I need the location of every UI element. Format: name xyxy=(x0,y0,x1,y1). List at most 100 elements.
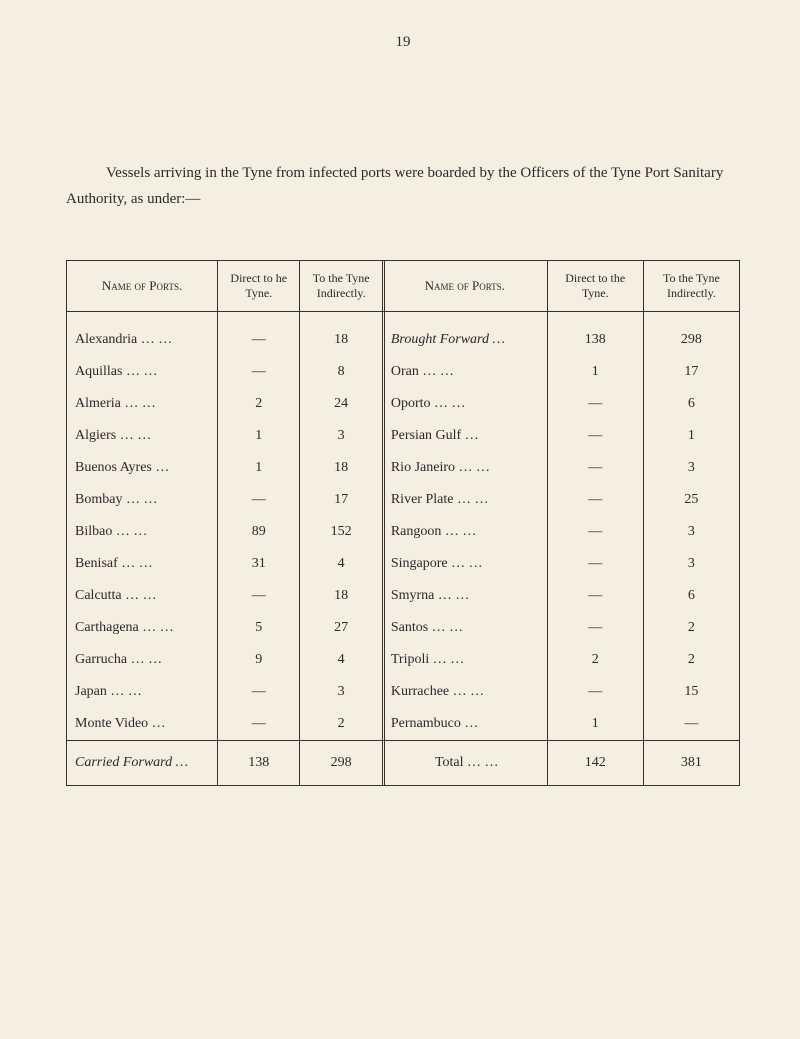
port-name-left: Bombay … … xyxy=(67,484,218,516)
direct-right: — xyxy=(547,420,643,452)
port-name-right: Oran … … xyxy=(382,356,547,388)
direct-left: 9 xyxy=(218,644,300,676)
port-name-left: Benisaf … … xyxy=(67,548,218,580)
port-name-left: Buenos Ayres … xyxy=(67,452,218,484)
indirect-left: 2 xyxy=(300,708,382,741)
table-header-row: Name of Ports. Direct to he Tyne. To the… xyxy=(67,261,740,312)
direct-left: — xyxy=(218,312,300,357)
port-name-right: Pernambuco … xyxy=(382,708,547,741)
indirect-right: 1 xyxy=(643,420,739,452)
port-name-right: River Plate … … xyxy=(382,484,547,516)
direct-right: — xyxy=(547,388,643,420)
intro-paragraph: Vessels arriving in the Tyne from infect… xyxy=(66,161,740,212)
table-row: Bilbao … … 89 152 Rangoon … … — 3 xyxy=(67,516,740,548)
table-row: Calcutta … … — 18 Smyrna … … — 6 xyxy=(67,580,740,612)
col-header-indirect-left: To the Tyne Indirectly. xyxy=(300,261,382,312)
port-name-right: Rio Janeiro … … xyxy=(382,452,547,484)
indirect-left: 18 xyxy=(300,312,382,357)
table-row: Japan … … — 3 Kurrachee … … — 15 xyxy=(67,676,740,708)
table-row: Aquillas … … — 8 Oran … … 1 17 xyxy=(67,356,740,388)
direct-left: 1 xyxy=(218,452,300,484)
direct-left: 2 xyxy=(218,388,300,420)
indirect-left: 24 xyxy=(300,388,382,420)
indirect-left: 152 xyxy=(300,516,382,548)
table-body: Alexandria … … — 18 Brought Forward … 13… xyxy=(67,312,740,786)
total-label: Total … … xyxy=(382,741,547,786)
indirect-left: 3 xyxy=(300,420,382,452)
col-header-direct-right: Direct to the Tyne. xyxy=(547,261,643,312)
direct-left: — xyxy=(218,708,300,741)
table-row: Buenos Ayres … 1 18 Rio Janeiro … … — 3 xyxy=(67,452,740,484)
port-name-right: Rangoon … … xyxy=(382,516,547,548)
indirect-right: 3 xyxy=(643,516,739,548)
direct-left: — xyxy=(218,580,300,612)
port-name-left: Almeria … … xyxy=(67,388,218,420)
direct-left: — xyxy=(218,484,300,516)
col-header-name-right: Name of Ports. xyxy=(382,261,547,312)
direct-left: 5 xyxy=(218,612,300,644)
table-row: Almeria … … 2 24 Oporto … … — 6 xyxy=(67,388,740,420)
total-direct: 142 xyxy=(547,741,643,786)
port-name-right: Persian Gulf … xyxy=(382,420,547,452)
indirect-right: 6 xyxy=(643,388,739,420)
port-name-right: Singapore … … xyxy=(382,548,547,580)
indirect-right: 2 xyxy=(643,612,739,644)
indirect-right: 25 xyxy=(643,484,739,516)
port-name-right: Brought Forward … xyxy=(382,312,547,357)
table-row: Benisaf … … 31 4 Singapore … … — 3 xyxy=(67,548,740,580)
indirect-right: 6 xyxy=(643,580,739,612)
port-name-left: Garrucha … … xyxy=(67,644,218,676)
col-header-name-left: Name of Ports. xyxy=(67,261,218,312)
indirect-left: 18 xyxy=(300,452,382,484)
direct-left: 31 xyxy=(218,548,300,580)
port-name-left: Carthagena … … xyxy=(67,612,218,644)
direct-right: — xyxy=(547,612,643,644)
indirect-left: 27 xyxy=(300,612,382,644)
indirect-right: 15 xyxy=(643,676,739,708)
port-name-left: Calcutta … … xyxy=(67,580,218,612)
direct-right: 1 xyxy=(547,356,643,388)
ports-table: Name of Ports. Direct to he Tyne. To the… xyxy=(66,260,740,786)
page-number: 19 xyxy=(66,34,740,51)
direct-right: — xyxy=(547,516,643,548)
indirect-left: 18 xyxy=(300,580,382,612)
table-row: Monte Video … — 2 Pernambuco … 1 — xyxy=(67,708,740,741)
indirect-left: 17 xyxy=(300,484,382,516)
port-name-left: Aquillas … … xyxy=(67,356,218,388)
direct-right: 1 xyxy=(547,708,643,741)
port-name-right: Santos … … xyxy=(382,612,547,644)
direct-right: — xyxy=(547,484,643,516)
table-row: Garrucha … … 9 4 Tripoli … … 2 2 xyxy=(67,644,740,676)
table-row: Alexandria … … — 18 Brought Forward … 13… xyxy=(67,312,740,357)
port-name-right: Kurrachee … … xyxy=(382,676,547,708)
direct-right: — xyxy=(547,452,643,484)
table-row: Bombay … … — 17 River Plate … … — 25 xyxy=(67,484,740,516)
page: 19 Vessels arriving in the Tyne from inf… xyxy=(0,0,800,1039)
table-row: Algiers … … 1 3 Persian Gulf … — 1 xyxy=(67,420,740,452)
port-name-left: Algiers … … xyxy=(67,420,218,452)
col-header-indirect-right: To the Tyne Indirectly. xyxy=(643,261,739,312)
indirect-right: 298 xyxy=(643,312,739,357)
total-indirect: 381 xyxy=(643,741,739,786)
direct-right: — xyxy=(547,676,643,708)
direct-right: 138 xyxy=(547,312,643,357)
direct-right: — xyxy=(547,548,643,580)
direct-left: — xyxy=(218,676,300,708)
direct-right: 2 xyxy=(547,644,643,676)
col-header-direct-left: Direct to he Tyne. xyxy=(218,261,300,312)
port-name-left: Japan … … xyxy=(67,676,218,708)
carried-forward-direct: 138 xyxy=(218,741,300,786)
carried-forward-indirect: 298 xyxy=(300,741,382,786)
direct-left: 89 xyxy=(218,516,300,548)
indirect-right: 17 xyxy=(643,356,739,388)
indirect-left: 4 xyxy=(300,644,382,676)
totals-row: Carried Forward … 138 298 Total … … 142 … xyxy=(67,741,740,786)
direct-left: — xyxy=(218,356,300,388)
indirect-left: 8 xyxy=(300,356,382,388)
indirect-left: 3 xyxy=(300,676,382,708)
port-name-left: Alexandria … … xyxy=(67,312,218,357)
port-name-left: Monte Video … xyxy=(67,708,218,741)
port-name-right: Tripoli … … xyxy=(382,644,547,676)
indirect-right: 3 xyxy=(643,452,739,484)
indirect-left: 4 xyxy=(300,548,382,580)
